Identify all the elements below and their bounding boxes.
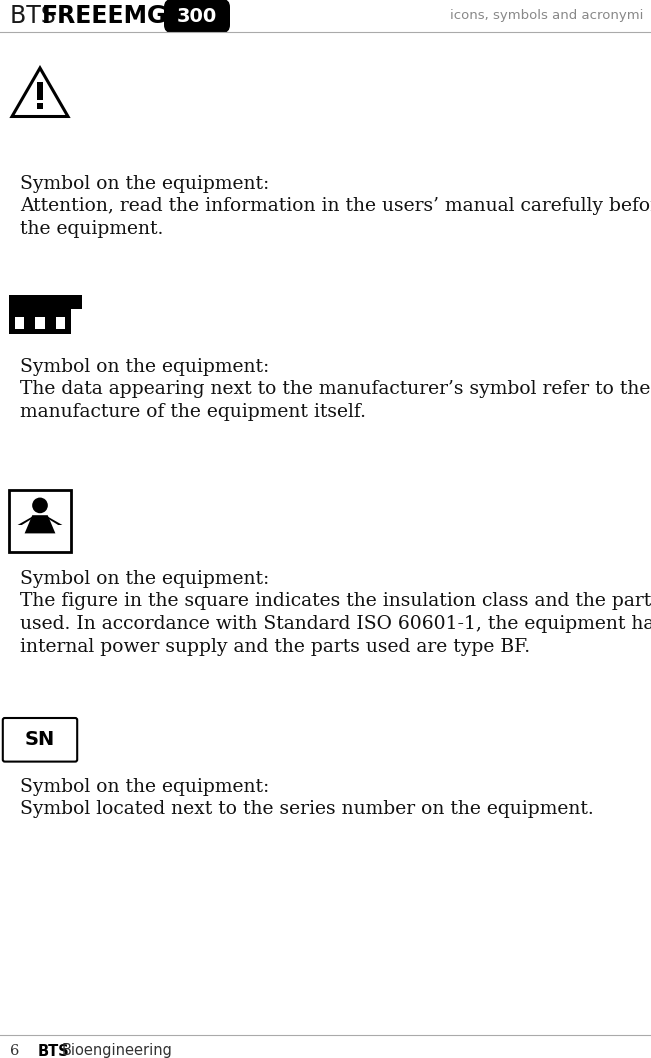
Text: Attention, read the information in the users’ manual carefully before using
the : Attention, read the information in the u…	[20, 197, 651, 238]
Text: FREEEMG: FREEEMG	[42, 4, 167, 28]
Bar	[9, 490, 71, 551]
Bar	[55, 316, 66, 329]
Text: SN: SN	[25, 730, 55, 749]
Bar	[13, 295, 27, 309]
Text: Symbol on the equipment:: Symbol on the equipment:	[20, 570, 270, 588]
Polygon shape	[25, 515, 55, 533]
Bar	[35, 316, 45, 329]
FancyBboxPatch shape	[164, 0, 230, 33]
Polygon shape	[18, 516, 62, 525]
Text: BTS: BTS	[10, 4, 63, 28]
Text: The figure in the square indicates the insulation class and the part types
used.: The figure in the square indicates the i…	[20, 592, 651, 656]
FancyBboxPatch shape	[3, 718, 77, 762]
Bar	[37, 103, 43, 109]
Bar	[14, 316, 24, 329]
Polygon shape	[12, 68, 68, 116]
Text: Symbol located next to the series number on the equipment.: Symbol located next to the series number…	[20, 800, 594, 818]
Text: 300: 300	[177, 6, 217, 25]
Text: Symbol on the equipment:: Symbol on the equipment:	[20, 358, 270, 376]
Bar	[37, 81, 43, 101]
Text: icons, symbols and acronymi: icons, symbols and acronymi	[450, 10, 643, 22]
Text: BTS: BTS	[38, 1043, 70, 1058]
Circle shape	[32, 497, 48, 513]
Text: Symbol on the equipment:: Symbol on the equipment:	[20, 175, 270, 193]
Bar	[9, 295, 71, 334]
Text: 6: 6	[10, 1044, 20, 1058]
Bar	[40, 295, 55, 309]
Bar	[68, 295, 82, 309]
Text: Bioengineering: Bioengineering	[62, 1043, 173, 1058]
Text: Symbol on the equipment:: Symbol on the equipment:	[20, 778, 270, 796]
Text: The data appearing next to the manufacturer’s symbol refer to the place of
manuf: The data appearing next to the manufactu…	[20, 380, 651, 421]
